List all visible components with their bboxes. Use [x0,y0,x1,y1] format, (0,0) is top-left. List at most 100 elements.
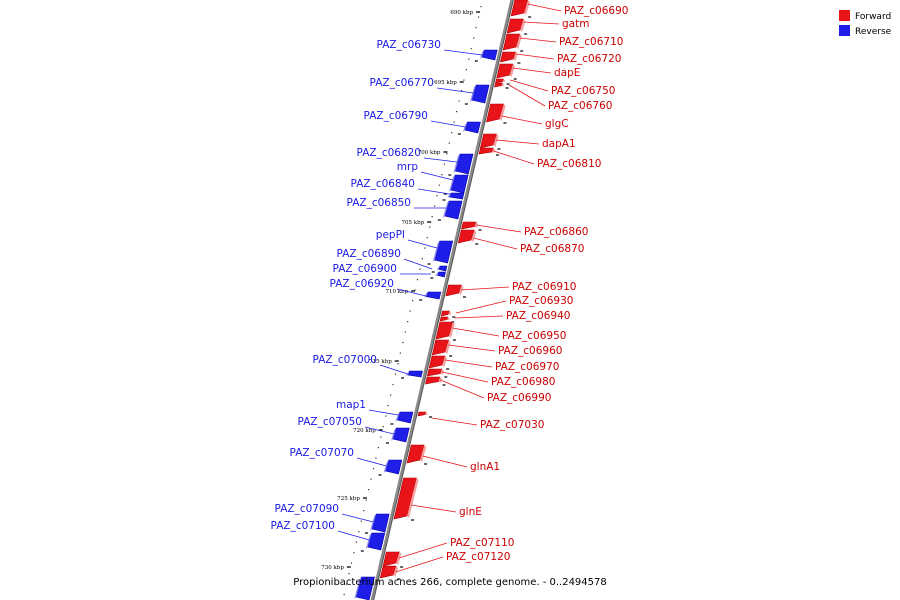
reverse-gene-label[interactable]: PAZ_c07070 [290,447,354,459]
legend-forward-label: Forward [855,12,891,22]
forward-gene-label[interactable]: gatm [562,18,589,30]
forward-gene-label[interactable]: PAZ_c06690 [564,5,628,17]
gene-shade [390,428,397,441]
forward-gene-8[interactable] [479,133,498,149]
scale-dot [426,237,428,239]
scale-dots [343,6,482,596]
forward-gene-label[interactable]: PAZ_c06720 [557,53,621,65]
forward-gene-label[interactable]: PAZ_c07030 [480,419,544,431]
forward-gene-label[interactable]: glnA1 [470,461,500,473]
forward-gene-label[interactable]: PAZ_c07110 [450,537,514,549]
scale-dot [412,300,414,302]
forward-leader [512,67,552,74]
reverse-gene-label[interactable]: PAZ_c07000 [313,354,377,366]
tick-label: 725 kbp [337,496,360,502]
reverse-gene-label[interactable]: PAZ_c06890 [337,248,401,260]
reverse-gene-label[interactable]: PAZ_c07050 [298,416,362,428]
gene-features [354,0,532,600]
reverse-gene-label[interactable]: PAZ_c06920 [330,278,394,290]
forward-gene-label[interactable]: PAZ_c06990 [487,392,551,404]
forward-gene-11[interactable] [457,229,475,244]
gene-shade [442,356,447,367]
reverse-gene-8[interactable] [438,265,448,272]
gene-shade [435,272,439,276]
forward-gene-label[interactable]: dapE [554,67,580,79]
forward-gene-label[interactable]: PAZ_c06760 [548,100,612,112]
reverse-gene-label[interactable]: PAZ_c07100 [271,520,335,532]
scale-dot [348,573,350,575]
forward-gene-label[interactable]: PAZ_c06930 [509,295,573,307]
reverse-gene-label[interactable]: mrp [397,161,419,173]
forward-gene-label[interactable]: PAZ_c06980 [491,376,555,388]
forward-gene-label[interactable]: PAZ_c06960 [498,345,562,357]
reverse-gene-label[interactable]: PAZ_c06820 [357,147,421,159]
forward-gene-1[interactable] [506,18,524,34]
gene-shade [502,79,506,82]
forward-gene-20[interactable] [417,411,427,417]
forward-gene-3[interactable] [500,51,517,63]
reverse-gene-label[interactable]: pepPI [376,229,405,241]
forward-gene-label[interactable]: PAZ_c06910 [512,281,576,293]
forward-gene-18[interactable] [426,368,443,377]
forward-gene-12[interactable] [445,284,462,297]
forward-gene-13[interactable] [440,310,450,317]
reverse-gene-label[interactable]: PAZ_c06790 [364,110,428,122]
scale-dot [377,447,379,449]
gene-shade [406,371,410,376]
forward-gene-9[interactable] [478,147,494,155]
forward-gene-label[interactable]: PAZ_c06870 [520,243,584,255]
forward-gene-23[interactable] [382,551,400,567]
reverse-gene-9[interactable] [436,271,446,278]
reverse-leader [417,188,450,195]
reverse-gene-label[interactable]: PAZ_c06850 [347,197,411,209]
reverse-gene-2[interactable] [464,121,481,134]
forward-leader [444,359,493,368]
forward-gene-4[interactable] [496,63,514,79]
forward-gene-5[interactable] [495,78,504,84]
gene-shade [458,285,464,295]
forward-gene-19[interactable] [425,376,441,385]
forward-gene-10[interactable] [461,221,477,230]
reverse-gene-0[interactable] [481,49,498,61]
forward-gene-17[interactable] [428,355,446,369]
forward-leader [519,37,557,43]
reverse-gene-label[interactable]: PAZ_c06900 [333,263,397,275]
kbp-ticks: 690 kbp 695 kbp 700 kbp 705 kbp 710 kbp 715 k… [321,10,481,571]
reverse-gene-11[interactable] [407,370,423,378]
reverse-gene-10[interactable] [425,291,442,300]
forward-leader [452,327,500,337]
gene-shade [509,64,515,77]
reverse-gene-label[interactable]: PAZ_c06770 [370,77,434,89]
forward-gene-label[interactable]: dapA1 [542,138,576,150]
forward-gene-label[interactable]: glgC [545,118,569,130]
forward-gene-label[interactable]: PAZ_c06860 [524,226,588,238]
scale-dot [475,27,477,29]
forward-gene-label[interactable]: PAZ_c06970 [495,361,559,373]
reverse-gene-label[interactable]: PAZ_c06730 [377,39,441,51]
forward-gene-label[interactable]: glnE [459,506,482,518]
forward-gene-label[interactable]: PAZ_c06710 [559,36,623,48]
reverse-gene-5[interactable] [449,192,465,200]
reverse-gene-label[interactable]: PAZ_c07090 [275,503,339,515]
reverse-gene-label[interactable]: PAZ_c06840 [351,178,415,190]
reverse-leader [337,530,370,541]
forward-gene-label[interactable]: PAZ_c07120 [446,551,510,563]
scale-dot [438,184,441,186]
forward-gene-6[interactable] [494,82,503,88]
label-leaders [337,3,562,573]
scale-dot [404,331,406,333]
forward-gene-label[interactable]: PAZ_c06940 [506,310,570,322]
tick-label: 715 kbp [369,359,392,365]
forward-gene-label[interactable]: PAZ_c06950 [502,330,566,342]
reverse-gene-label[interactable]: map1 [336,399,366,411]
tick-label: 710 kbp [385,289,408,295]
tick-label: 690 kbp [450,10,473,16]
reverse-leader [403,258,433,270]
scale-dot [455,111,458,113]
forward-gene-14[interactable] [439,316,449,322]
reverse-gene-12[interactable] [396,411,414,424]
scale-dot [414,289,416,291]
gene-shade [453,154,460,173]
forward-gene-label[interactable]: PAZ_c06810 [537,158,601,170]
forward-gene-label[interactable]: PAZ_c06750 [551,85,615,97]
